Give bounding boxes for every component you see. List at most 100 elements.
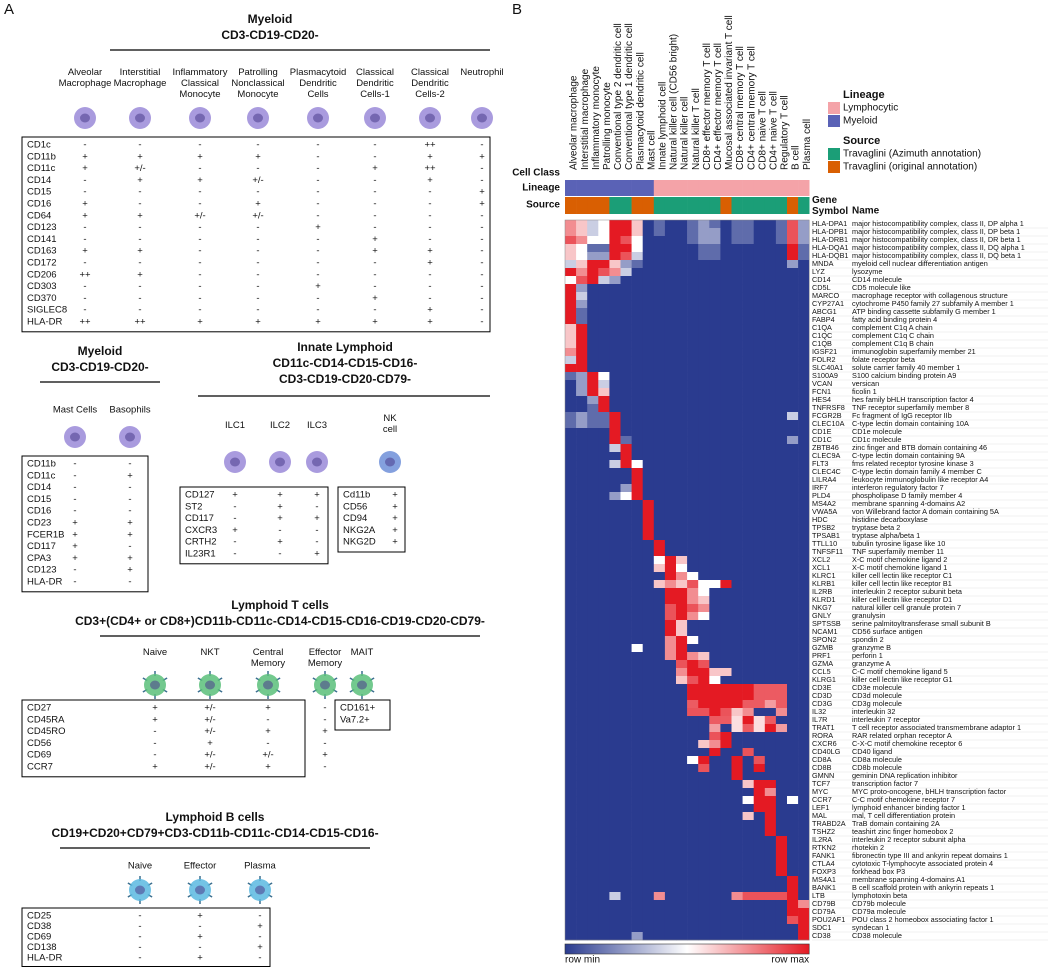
heatmap-cell [764,684,777,693]
heatmap-cell [764,828,777,837]
heatmap-cell [676,612,688,621]
marker-value: - [266,738,269,749]
heatmap-cell [798,820,810,829]
marker-value: - [198,293,201,304]
marker-value: - [256,140,259,151]
heatmap-cell [609,668,621,677]
heatmap-cell [742,788,754,797]
heatmap-cell [687,796,699,805]
heatmap-cell [598,580,610,589]
heatmap-cell [687,476,699,485]
heatmap-cell [775,908,788,917]
cell-icon [197,671,223,699]
marker-value: + [372,293,378,304]
heatmap-cell [565,596,577,605]
heatmap-cell [687,644,699,653]
heatmap-cell [653,932,666,941]
icon-nucleus [477,113,487,123]
heatmap-cell [664,444,677,453]
heatmap-cell [775,900,788,909]
heatmap-cell [587,508,599,517]
heatmap-cell [642,532,655,541]
heatmap-cell [664,684,677,693]
heatmap-cell [653,740,666,749]
heatmap-cell [764,620,777,629]
marker-name: ST2 [185,501,202,512]
heatmap-cell [587,804,599,813]
heatmap-cell [631,260,643,269]
marker-value: - [138,953,141,964]
gene-name: natural killer cell granule protein 7 [852,603,961,612]
heatmap-cell [664,660,677,669]
gene-symbol: SLC40A1 [812,363,843,372]
heatmap-cell [709,372,721,381]
heatmap-cell [787,452,799,461]
heatmap-cell [642,372,655,381]
heatmap-cell [598,820,610,829]
heatmap-cell [587,580,599,589]
heatmap-cell [775,876,788,885]
heatmap-cell [565,252,577,261]
heatmap-cell [687,292,699,301]
panel-label: A [4,1,14,18]
gene-name: cytochrome P450 family 27 subfamily A me… [852,299,1014,308]
heatmap-cell [576,916,588,925]
heatmap-cell [742,420,754,429]
marker-name: CD206 [27,269,57,280]
heatmap-cell [620,780,632,789]
heatmap-cell [720,220,732,229]
heatmap-cell [731,380,743,389]
heatmap-cell [576,228,588,237]
heatmap-cell [642,868,655,877]
heatmap-cell [620,724,632,733]
heatmap-cell [676,580,688,589]
heatmap-cell [642,236,655,245]
heatmap-cell [598,812,610,821]
heatmap-cell [709,724,721,733]
heatmap-cell [775,780,788,789]
gene-symbol: CTLA4 [812,859,835,868]
heatmap-cell [742,252,754,261]
heatmap-cell [775,444,788,453]
heatmap-cell [764,404,777,413]
heatmap-cell [742,924,754,933]
heatmap-cell [587,324,599,333]
heatmap-cell [753,532,766,541]
heatmap-cell [609,676,621,685]
marker-value: + [207,738,213,749]
heatmap-cell [753,428,766,437]
heatmap-cell [775,276,788,285]
source-cell [609,197,621,214]
marker-value: + [277,490,283,501]
heatmap-cell [687,436,699,445]
heatmap-cell [565,340,577,349]
heatmap-cell [698,428,710,437]
cell-class-label: CD4+ effector memory T cell [713,43,724,170]
heatmap-cell [631,924,643,933]
heatmap-cell [587,340,599,349]
heatmap-cell [576,404,588,413]
heatmap-cell [642,548,655,557]
heatmap-cell [753,460,766,469]
heatmap-cell [720,876,732,885]
heatmap-cell [587,820,599,829]
heatmap-cell [742,716,754,725]
heatmap-cell [565,324,577,333]
heatmap-cell [664,436,677,445]
heatmap-cell [720,772,732,781]
heatmap-cell [720,588,732,597]
heatmap-cell [653,692,666,701]
heatmap-cell [775,892,788,901]
row-label: Source [526,200,560,211]
heatmap-cell [631,868,643,877]
heatmap-cell [687,716,699,725]
heatmap-cell [676,756,688,765]
heatmap-cell [676,436,688,445]
heatmap-cell [764,260,777,269]
gene-name: transcription factor 7 [852,779,918,788]
heatmap-cell [709,484,721,493]
heatmap-cell [676,500,688,509]
heatmap-cell [775,756,788,765]
heatmap-cell [642,884,655,893]
lineage-cell [720,180,732,196]
